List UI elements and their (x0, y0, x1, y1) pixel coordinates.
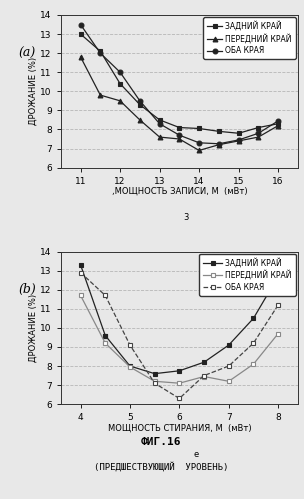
ЗАДНИЙ КРАЙ (98, 48, 102, 54)
ОБА КРАЯ (217, 141, 221, 147)
ЗАДНИЙ КРАЙ (118, 81, 122, 87)
ПЕРЕДНИЙ КРАЙ (153, 378, 157, 384)
Line: ЗАДНИЙ КРАЙ: ЗАДНИЙ КРАЙ (103, 274, 281, 376)
Text: e: e (193, 450, 199, 459)
ПЕРЕДНИЙ КРАЙ (138, 117, 142, 123)
ЗАДНИЙ КРАЙ (128, 363, 132, 369)
ЗАДНИЙ КРАЙ (257, 125, 260, 131)
ЗАДНИЙ КРАЙ (227, 342, 231, 348)
ЗАДНИЙ КРАЙ (197, 126, 201, 132)
ОБА КРАЯ (138, 98, 142, 104)
ЗАДНИЙ КРАЙ (103, 332, 107, 338)
ПЕРЕДНИЙ КРАЙ (227, 378, 231, 384)
Text: ФИГ.16: ФИГ.16 (141, 437, 181, 447)
ПЕРЕДНИЙ КРАЙ (257, 134, 260, 140)
ОБА КРАЯ (178, 396, 181, 402)
ОБА КРАЯ (237, 137, 240, 143)
ЗАДНИЙ КРАЙ (79, 31, 82, 37)
Y-axis label: ДРОЖАНИЕ (%): ДРОЖАНИЕ (%) (29, 57, 37, 125)
Line: ПЕРЕДНИЙ КРАЙ: ПЕРЕДНИЙ КРАЙ (78, 54, 281, 153)
ОБА КРАЯ (197, 140, 201, 146)
ПЕРЕДНИЙ КРАЙ (118, 98, 122, 104)
ОБА КРАЯ (118, 69, 122, 75)
ОБА КРАЯ (227, 363, 231, 369)
ПЕРЕДНИЙ КРАЙ (217, 142, 221, 148)
ОБА КРАЯ (103, 292, 107, 298)
ЗАДНИЙ КРАЙ (178, 368, 181, 374)
ОБА КРАЯ (128, 342, 132, 348)
ПЕРЕДНИЙ КРАЙ (98, 92, 102, 98)
ПЕРЕДНИЙ КРАЙ (197, 147, 201, 153)
ЗАДНИЙ КРАЙ (138, 102, 142, 108)
ЗАДНИЙ КРАЙ (217, 128, 221, 134)
ОБА КРАЯ (98, 50, 102, 56)
Line: ПЕРЕДНИЙ КРАЙ: ПЕРЕДНИЙ КРАЙ (103, 331, 281, 386)
ПЕРЕДНИЙ КРАЙ (128, 364, 132, 370)
Legend: ЗАДНИЙ КРАЙ, ПЕРЕДНИЙ КРАЙ, ОБА КРАЯ: ЗАДНИЙ КРАЙ, ПЕРЕДНИЙ КРАЙ, ОБА КРАЯ (203, 17, 295, 59)
ЗАДНИЙ КРАЙ (158, 117, 161, 123)
Y-axis label: ДРОЖАНИЕ (%): ДРОЖАНИЕ (%) (29, 294, 37, 362)
Line: ОБА КРАЯ: ОБА КРАЯ (78, 270, 281, 401)
X-axis label: МОЩНОСТЬ СТИРАНИЯ, М  (мВт): МОЩНОСТЬ СТИРАНИЯ, М (мВт) (108, 424, 251, 433)
ПЕРЕДНИЙ КРАЙ (276, 331, 280, 337)
ОБА КРАЯ (276, 302, 280, 308)
ОБА КРАЯ (153, 380, 157, 386)
ОБА КРАЯ (276, 118, 280, 124)
ОБА КРАЯ (79, 21, 82, 27)
ОБА КРАЯ (158, 121, 161, 127)
ОБА КРАЯ (257, 130, 260, 136)
ПЕРЕДНИЙ КРАЙ (178, 380, 181, 386)
Legend: ЗАДНИЙ КРАЙ, ПЕРЕДНИЙ КРАЙ, ОБА КРАЯ: ЗАДНИЙ КРАЙ, ПЕРЕДНИЙ КРАЙ, ОБА КРАЯ (199, 254, 295, 295)
X-axis label: ,МОЩНОСТЬ ЗАПИСИ, М  (мВт): ,МОЩНОСТЬ ЗАПИСИ, М (мВт) (112, 187, 247, 196)
ПЕРЕДНИЙ КРАЙ (276, 123, 280, 129)
ПЕРЕДНИЙ КРАЙ (158, 134, 161, 140)
Text: (a): (a) (18, 46, 35, 59)
ОБА КРАЯ (252, 340, 255, 346)
Line: ЗАДНИЙ КРАЙ: ЗАДНИЙ КРАЙ (78, 31, 281, 136)
ЗАДНИЙ КРАЙ (202, 359, 206, 365)
Text: (ПРЕДШЕСТВУЮЩИЙ  УРОВЕНЬ): (ПРЕДШЕСТВУЮЩИЙ УРОВЕНЬ) (94, 462, 228, 472)
ПЕРЕДНИЙ КРАЙ (103, 340, 107, 346)
ОБА КРАЯ (178, 132, 181, 138)
ПЕРЕДНИЙ КРАЙ (79, 54, 82, 60)
ЗАДНИЙ КРАЙ (252, 315, 255, 321)
ОБА КРАЯ (79, 269, 82, 275)
ПЕРЕДНИЙ КРАЙ (202, 374, 206, 380)
ЗАДНИЙ КРАЙ (178, 125, 181, 131)
ЗАДНИЙ КРАЙ (153, 371, 157, 377)
ПЕРЕДНИЙ КРАЙ (237, 138, 240, 144)
ОБА КРАЯ (202, 373, 206, 379)
ЗАДНИЙ КРАЙ (276, 121, 280, 127)
ЗАДНИЙ КРАЙ (276, 273, 280, 279)
ПЕРЕДНИЙ КРАЙ (178, 136, 181, 142)
Text: (b): (b) (18, 283, 36, 296)
Text: 3: 3 (184, 214, 189, 223)
ЗАДНИЙ КРАЙ (237, 130, 240, 136)
Line: ОБА КРАЯ: ОБА КРАЯ (78, 22, 281, 146)
ПЕРЕДНИЙ КРАЙ (252, 361, 255, 367)
